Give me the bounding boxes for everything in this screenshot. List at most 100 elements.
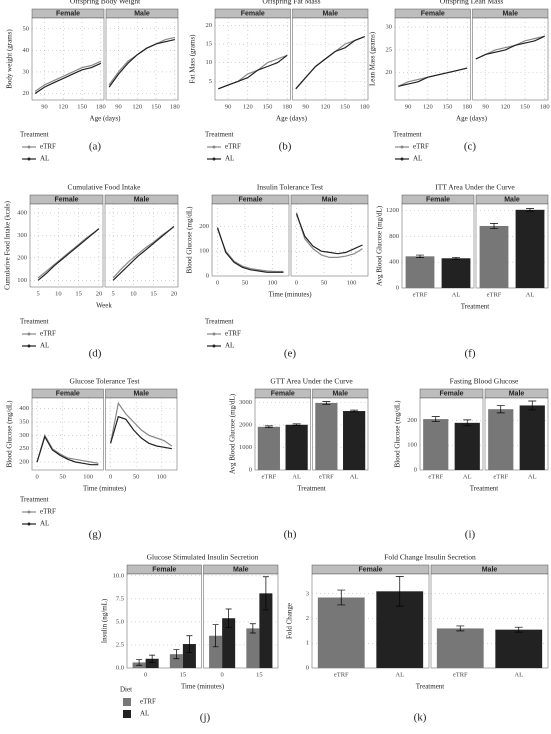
legend-label: AL	[40, 342, 49, 350]
legend-title: Treatment	[20, 131, 49, 139]
x-tick-label: 90	[115, 103, 122, 110]
y-tick-label: 0	[396, 284, 399, 291]
y-tick-label: 3	[306, 590, 309, 597]
x-axis-label: Treatment	[470, 485, 499, 493]
bar	[222, 618, 236, 668]
facet-panel	[211, 203, 290, 277]
legend-label: eTRF	[225, 330, 241, 338]
x-tick-label: 150	[520, 103, 530, 110]
x-tick-label: 120	[132, 103, 142, 110]
legend-swatch	[27, 510, 31, 514]
x-tick-label: 20	[96, 290, 103, 297]
x-tick-label: 15	[150, 290, 157, 297]
series-line	[34, 62, 102, 94]
facet-panel	[394, 17, 471, 101]
panel-label: (a)	[89, 141, 102, 153]
y-tick-label: 250	[19, 445, 29, 452]
legend-label: AL	[40, 520, 49, 528]
x-tick-label: 0	[109, 473, 112, 480]
bar	[317, 597, 365, 668]
error-bar	[173, 649, 180, 660]
y-axis-label: Blood Glucose (mg/dL)	[394, 400, 402, 468]
x-tick-label: AL	[463, 473, 472, 480]
legend-title: Diet	[120, 686, 132, 694]
legend-title: Treatment	[20, 496, 49, 504]
error-bar	[136, 659, 143, 666]
panel-label: (h)	[284, 529, 297, 541]
legend-swatch	[27, 522, 31, 526]
x-tick-label: AL	[528, 473, 537, 480]
series-line	[475, 35, 545, 60]
facet-label: Female	[56, 11, 80, 18]
y-tick-label: 2	[306, 615, 309, 622]
y-tick-label: 40	[23, 47, 30, 54]
panel-label: (i)	[465, 529, 476, 541]
x-tick-label: 0	[221, 671, 224, 678]
y-tick-label: 400	[17, 209, 27, 216]
y-tick-label: 0	[249, 466, 252, 473]
y-tick-label: 200	[19, 458, 29, 465]
x-tick-label: AL	[526, 291, 535, 298]
y-axis-label: Lean Mass (grams)	[369, 31, 377, 86]
bar	[169, 654, 183, 668]
x-tick-label: 50	[242, 279, 249, 286]
series-line	[216, 227, 284, 273]
y-tick-label: 200	[199, 223, 209, 230]
error-bar	[452, 256, 460, 260]
y-tick-label: 15	[206, 41, 213, 48]
legend-swatch	[27, 145, 31, 149]
facet-panel	[290, 203, 369, 277]
y-tick-label: 400	[389, 259, 399, 266]
x-tick-label: 120	[58, 103, 68, 110]
y-tick-label: 20	[386, 69, 393, 76]
error-bar	[528, 400, 537, 411]
y-axis-label: Body weight (grams)	[6, 29, 14, 89]
x-axis-label: Treatment	[416, 683, 445, 691]
legend-swatch	[212, 332, 216, 336]
y-tick-label: 3000	[239, 399, 252, 406]
x-tick-label: 90	[405, 103, 412, 110]
legend-label: AL	[413, 155, 422, 163]
x-tick-label: 0	[295, 279, 298, 286]
legend-swatch	[212, 344, 216, 348]
legend-swatch	[27, 344, 31, 348]
y-tick-label: 200	[17, 254, 27, 261]
x-tick-label: 180	[360, 103, 370, 110]
y-tick-label: 30	[386, 24, 393, 31]
bar	[182, 644, 196, 668]
x-tick-label: AL	[350, 473, 359, 480]
y-axis-label: Blood Glucose (mg/dL)	[186, 206, 194, 274]
series-line	[108, 39, 176, 88]
legend-label: eTRF	[40, 330, 56, 338]
error-bar	[496, 405, 505, 414]
y-tick-label: 2000	[239, 421, 252, 428]
x-tick-label: eTRF	[493, 473, 508, 480]
x-tick-label: eTRF	[487, 291, 502, 298]
x-tick-label: AL	[452, 291, 461, 298]
chart-title: Fasting Blood Glucose	[450, 377, 519, 386]
panel-label: (f)	[465, 348, 476, 360]
error-bar	[431, 416, 440, 422]
y-axis-label: Avg Blood Glucose (mg/dL)	[229, 393, 237, 474]
legend-swatch	[400, 145, 404, 149]
x-axis-label: Week	[96, 302, 112, 310]
x-tick-label: 120	[423, 103, 433, 110]
error-bar	[264, 425, 273, 429]
x-tick-label: 150	[443, 103, 453, 110]
error-bar	[416, 254, 424, 258]
facet-panel	[292, 17, 369, 101]
error-bar	[249, 623, 256, 634]
x-tick-label: 15	[180, 671, 187, 678]
chart-title: Insulin Tolerance Test	[257, 183, 324, 192]
x-axis-label: Age (days)	[276, 115, 308, 123]
facet-label: Female	[271, 391, 295, 398]
y-tick-label: 100	[407, 442, 417, 449]
y-tick-label: 350	[19, 418, 29, 425]
error-bar	[514, 626, 523, 633]
y-tick-label: 2.5	[116, 641, 124, 648]
facet-label: Male	[509, 391, 525, 398]
legend-title: Treatment	[393, 131, 422, 139]
x-tick-label: 180	[96, 103, 106, 110]
y-tick-label: 100	[17, 277, 27, 284]
x-tick-label: 5	[36, 290, 39, 297]
